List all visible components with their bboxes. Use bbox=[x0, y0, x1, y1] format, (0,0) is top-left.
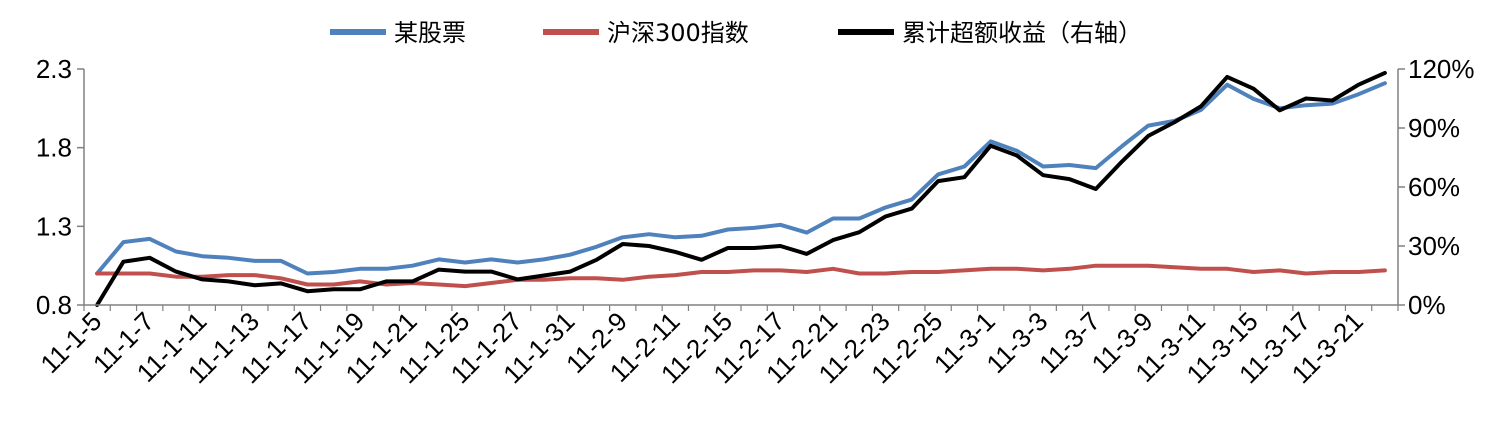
right-tick-label: 30% bbox=[1408, 231, 1460, 261]
x-axis: 11-1-511-1-711-1-1111-1-1311-1-1711-1-19… bbox=[34, 304, 1399, 389]
legend: 某股票 沪深300指数 累计超额收益（右轴） bbox=[330, 19, 1142, 47]
left-axis: 2.3 1.8 1.3 0.8 bbox=[36, 54, 85, 320]
right-axis: 120% 90% 60% 30% 0% bbox=[1397, 54, 1475, 320]
right-tick-label: 120% bbox=[1408, 54, 1475, 84]
left-tick-label: 0.8 bbox=[36, 290, 72, 320]
right-tick-label: 0% bbox=[1408, 290, 1446, 320]
right-tick-label: 90% bbox=[1408, 113, 1460, 143]
left-tick-label: 1.8 bbox=[36, 133, 72, 163]
legend-label-3: 累计超额收益（右轴） bbox=[902, 19, 1142, 47]
plot-area bbox=[95, 70, 1387, 307]
legend-label-1: 某股票 bbox=[394, 19, 466, 47]
legend-label-2: 沪深300指数 bbox=[607, 19, 749, 47]
right-tick-label: 60% bbox=[1408, 172, 1460, 202]
left-tick-label: 1.3 bbox=[36, 211, 72, 241]
series-line-3 bbox=[95, 70, 1387, 307]
series-line-2 bbox=[95, 263, 1387, 289]
series-line-1 bbox=[95, 81, 1387, 276]
left-tick-label: 2.3 bbox=[36, 54, 72, 84]
